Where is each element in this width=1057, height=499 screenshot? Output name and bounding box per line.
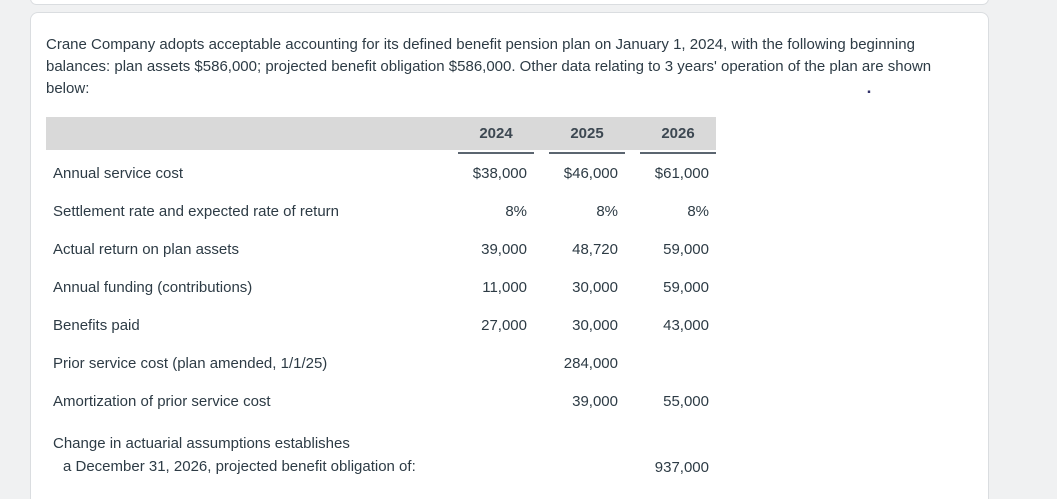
column-header-2025: 2025 xyxy=(570,125,604,142)
table-row: Prior service cost (plan amended, 1/1/25… xyxy=(46,344,716,382)
problem-statement-line: below: xyxy=(46,80,90,97)
underline-2026 xyxy=(640,152,716,154)
header-underlines xyxy=(46,152,716,154)
table-header-row: 2024 2025 2026 xyxy=(46,117,716,150)
row-label: Annual service cost xyxy=(53,164,184,182)
cell-2024: 11,000 xyxy=(482,278,527,296)
table-row: Annual funding (contributions) 11,000 30… xyxy=(46,268,716,306)
cell-2025: 30,000 xyxy=(572,316,618,334)
table-row: Benefits paid 27,000 30,000 43,000 xyxy=(46,306,716,344)
row-label: Actual return on plan assets xyxy=(53,240,239,258)
row-label: Benefits paid xyxy=(53,316,140,334)
underline-2024 xyxy=(458,152,534,154)
cell-2025: 39,000 xyxy=(572,392,618,410)
problem-statement-line: Crane Company adopts acceptable accounti… xyxy=(46,36,915,53)
cell-2026: $61,000 xyxy=(654,164,709,182)
table-row: Amortization of prior service cost 39,00… xyxy=(46,382,716,420)
stray-dot-mark: . xyxy=(866,78,872,97)
content-card: Crane Company adopts acceptable accounti… xyxy=(30,12,989,499)
cell-2026: 55,000 xyxy=(663,392,709,410)
row-label: Change in actuarial assumptions establis… xyxy=(46,432,458,478)
cell-2024 xyxy=(458,476,534,478)
row-label: Settlement rate and expected rate of ret… xyxy=(53,202,340,220)
pension-data-table: 2024 2025 2026 Annual service cost $38,0… xyxy=(46,117,716,478)
row-label: Amortization of prior service cost xyxy=(53,392,271,410)
cell-2025: 48,720 xyxy=(572,240,618,258)
cell-2025: 30,000 xyxy=(572,278,618,296)
table-row: Actual return on plan assets 39,000 48,7… xyxy=(46,230,716,268)
cell-2026: 59,000 xyxy=(663,278,709,296)
column-header-2024: 2024 xyxy=(479,125,513,142)
problem-statement: Crane Company adopts acceptable accounti… xyxy=(46,34,973,100)
underline-2025 xyxy=(549,152,625,154)
cell-2026: 59,000 xyxy=(663,240,709,258)
row-label: Prior service cost (plan amended, 1/1/25… xyxy=(53,354,328,372)
table-row: Change in actuarial assumptions establis… xyxy=(46,420,716,478)
cell-2025: 284,000 xyxy=(563,354,618,372)
cell-2024: 39,000 xyxy=(481,240,527,258)
cell-2024: $38,000 xyxy=(472,164,527,182)
row-label: Annual funding (contributions) xyxy=(53,278,253,296)
previous-card-bottom-edge xyxy=(30,0,989,5)
cell-2024: 8% xyxy=(505,202,527,220)
cell-2026: 937,000 xyxy=(654,459,709,476)
cell-2024: 27,000 xyxy=(481,316,527,334)
cell-2026: 43,000 xyxy=(663,316,709,334)
cell-2026: 8% xyxy=(687,202,709,220)
table-row: Settlement rate and expected rate of ret… xyxy=(46,192,716,230)
cell-2025: $46,000 xyxy=(563,164,618,182)
cell-2025: 8% xyxy=(596,202,618,220)
column-header-2026: 2026 xyxy=(661,125,695,142)
table-row: Annual service cost $38,000 $46,000 $61,… xyxy=(46,154,716,192)
problem-statement-line: balances: plan assets $586,000; projecte… xyxy=(46,58,932,75)
cell-2025 xyxy=(549,476,625,478)
row-label-line2: a December 31, 2026, projected benefit o… xyxy=(63,458,416,475)
